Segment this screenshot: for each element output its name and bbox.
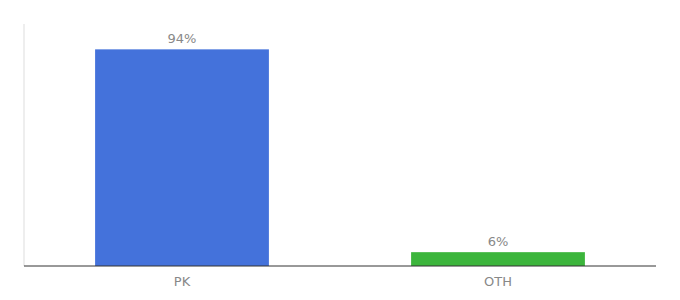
bar xyxy=(411,252,585,266)
x-axis-line xyxy=(24,266,656,267)
x-tick-label: OTH xyxy=(484,274,512,289)
bar xyxy=(95,49,269,266)
chart-svg: 94% 6% PK OTH xyxy=(0,0,680,300)
bars xyxy=(95,49,585,266)
chart-container: 94% 6% PK OTH xyxy=(0,0,680,300)
data-label: 94% xyxy=(168,31,197,46)
y-axis-line xyxy=(24,24,25,266)
x-tick-label: PK xyxy=(174,274,191,289)
data-label: 6% xyxy=(488,234,509,249)
